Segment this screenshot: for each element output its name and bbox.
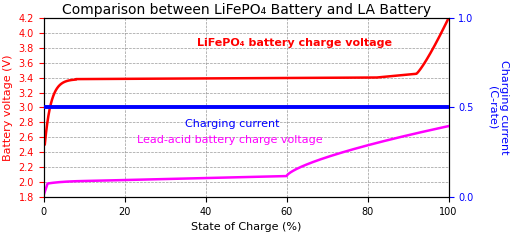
Text: Charging current: Charging current <box>185 119 280 129</box>
Y-axis label: Battery voltage (V): Battery voltage (V) <box>3 54 13 161</box>
Title: Comparison between LiFePO₄ Battery and LA Battery: Comparison between LiFePO₄ Battery and L… <box>61 3 431 17</box>
X-axis label: State of Charge (%): State of Charge (%) <box>191 222 301 232</box>
Text: Lead-acid battery charge voltage: Lead-acid battery charge voltage <box>137 135 323 145</box>
Y-axis label: Charging current
(C-rate): Charging current (C-rate) <box>487 60 509 155</box>
Text: LiFePO₄ battery charge voltage: LiFePO₄ battery charge voltage <box>198 38 393 48</box>
